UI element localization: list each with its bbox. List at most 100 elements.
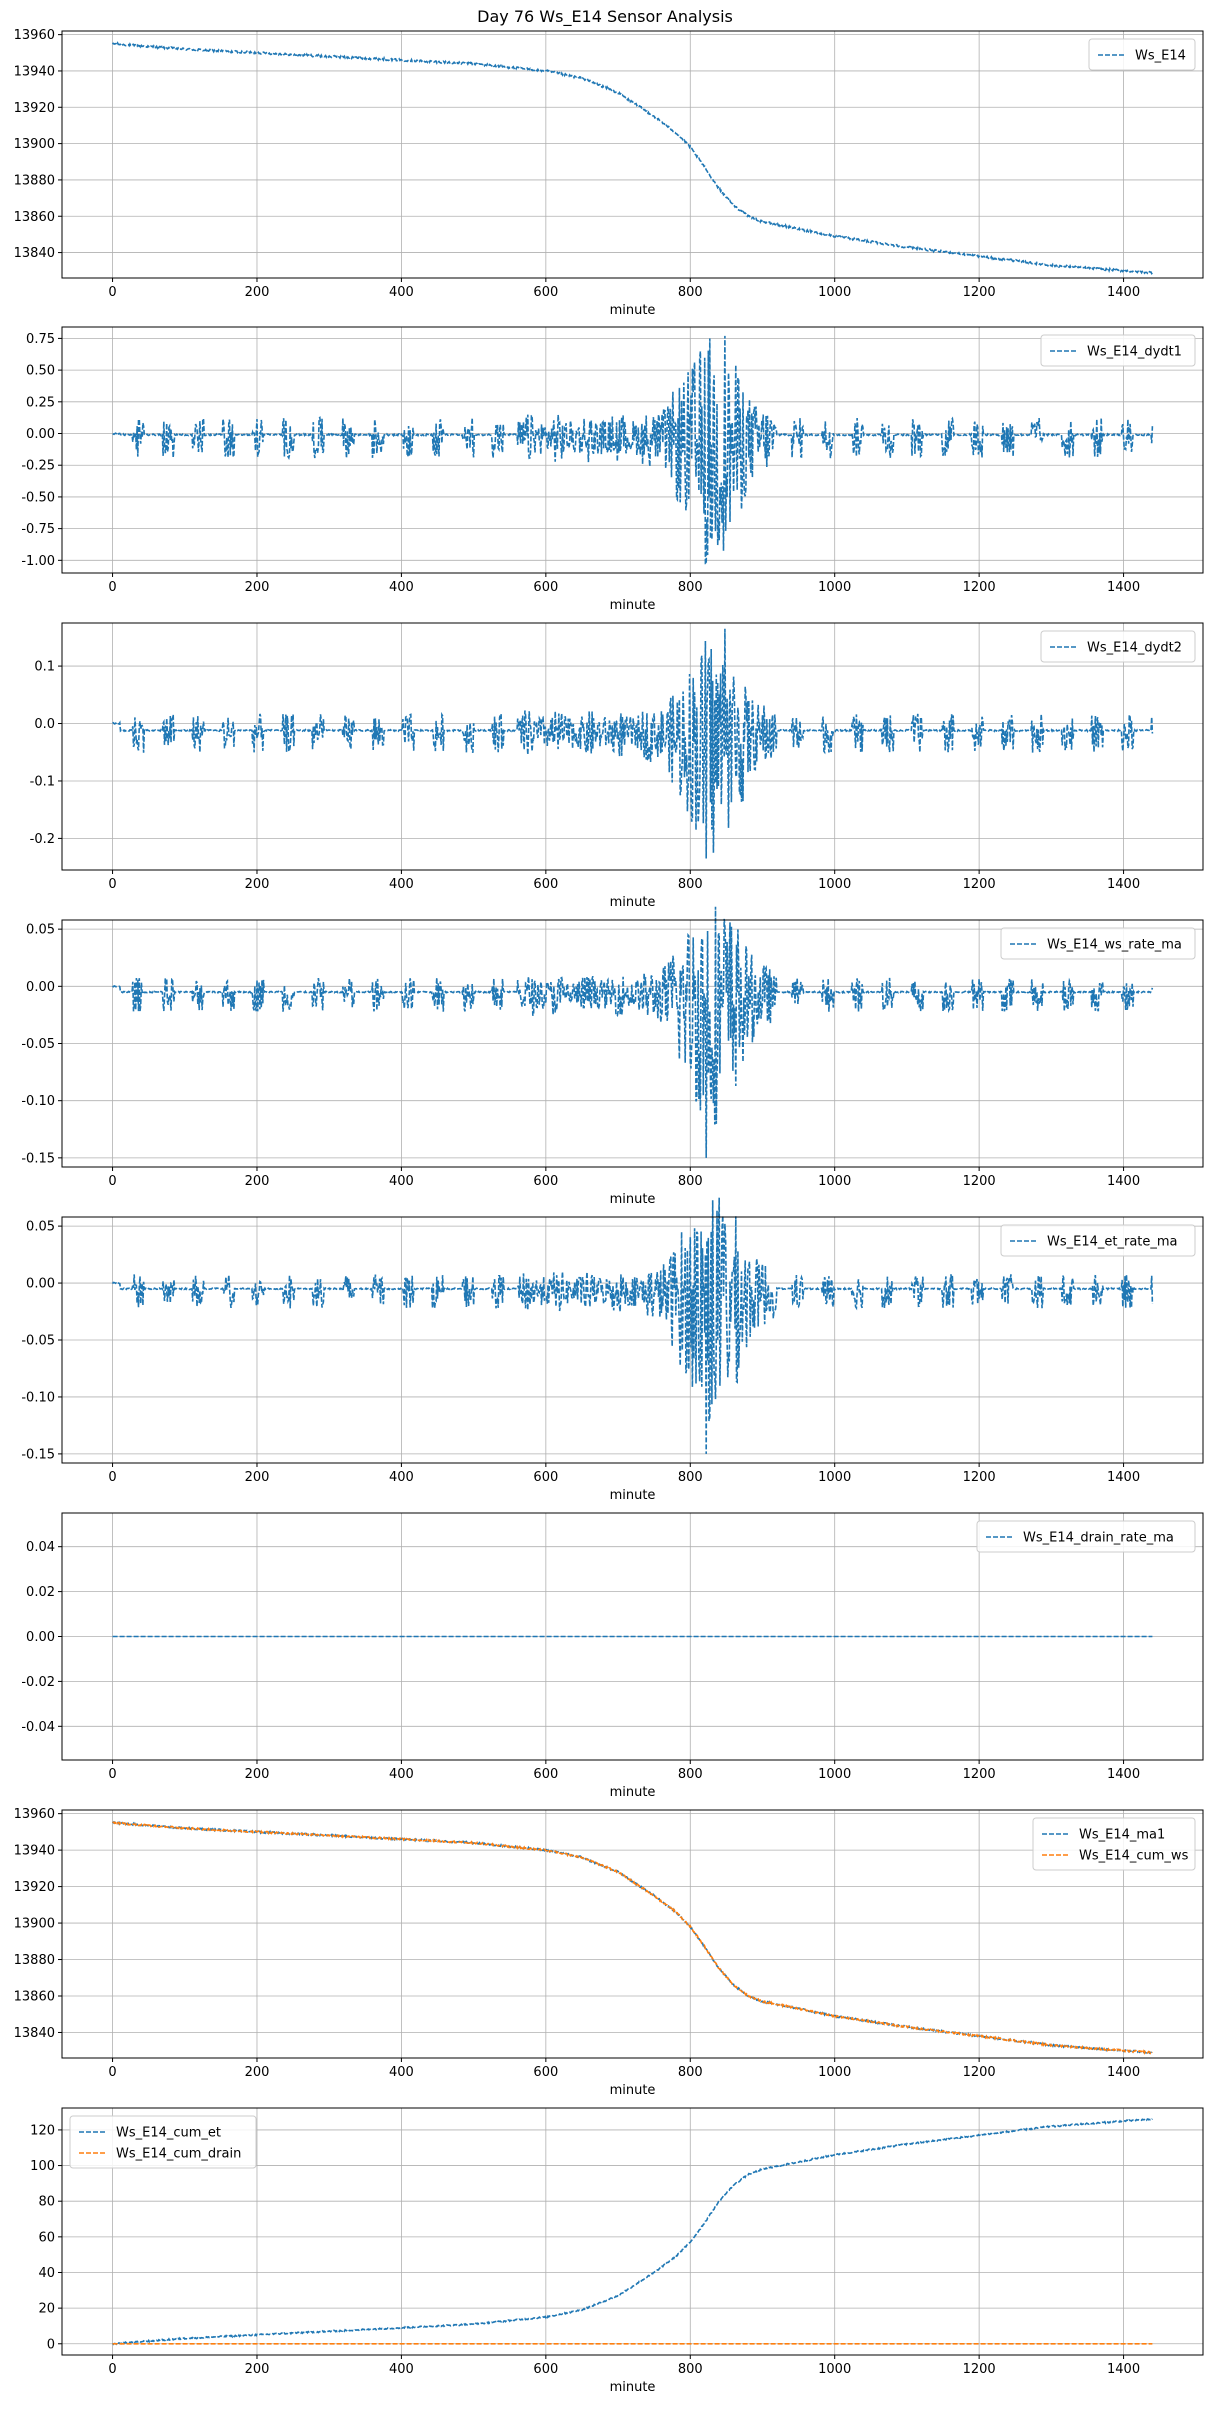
x-axis-label: minute <box>610 2380 656 2395</box>
legend-entry: Ws_E14_cum_et <box>116 2126 221 2141</box>
x-tick-label: 800 <box>678 1470 703 1485</box>
y-tick-label: -0.10 <box>21 1094 55 1109</box>
x-axis-label: minute <box>610 1488 656 1503</box>
x-axis-label: minute <box>610 895 656 910</box>
y-tick-label: 0.02 <box>26 1585 55 1600</box>
y-tick-label: 13840 <box>14 2026 55 2041</box>
grid-lines <box>62 327 1203 573</box>
x-tick-label: 1400 <box>1107 2065 1140 2080</box>
y-tick-label: 13880 <box>14 173 55 188</box>
series-line-ws-e14-dydt2 <box>112 628 1154 859</box>
x-tick-label: 1000 <box>818 2065 851 2080</box>
legend-entry: Ws_E14 <box>1135 49 1186 64</box>
x-tick-label: 0 <box>108 1470 116 1485</box>
x-tick-label: 0 <box>108 285 116 300</box>
subplot-et_rate: 0 200 400 600 800 1000 1200 1400 -0.15 -0.10 -0.05… <box>21 1197 1204 1503</box>
x-tick-label: 0 <box>108 2065 116 2080</box>
y-tick-label: -0.1 <box>30 774 55 789</box>
x-axis-label: minute <box>610 1785 656 1800</box>
x-tick-label: 600 <box>533 2362 558 2377</box>
x-tick-label: 200 <box>245 1470 270 1485</box>
x-tick-label: 1200 <box>963 877 996 892</box>
series-line-ws-e14-dydt1 <box>112 335 1154 566</box>
x-tick-label: 1000 <box>818 580 851 595</box>
x-tick-label: 1000 <box>818 285 851 300</box>
legend: Ws_E14_et_rate_ma <box>1000 1224 1196 1257</box>
y-tick-label: 100 <box>30 2159 55 2174</box>
y-tick-label: 20 <box>38 2302 55 2317</box>
y-tick-label: -0.15 <box>21 1447 55 1462</box>
x-tick-label: 1400 <box>1107 1470 1140 1485</box>
y-tick-label: -0.04 <box>21 1720 55 1735</box>
x-tick-label: 1400 <box>1107 2362 1140 2377</box>
x-tick-label: 600 <box>533 580 558 595</box>
x-tick-label: 600 <box>533 1767 558 1782</box>
legend-entry: Ws_E14_dydt1 <box>1087 345 1182 360</box>
legend-entry: Ws_E14_cum_drain <box>116 2147 241 2162</box>
series-line-ws-e14-ws-rate-ma <box>112 906 1154 1158</box>
legend-entry: Ws_E14_cum_ws <box>1079 1849 1189 1864</box>
y-tick-label: 13860 <box>14 210 55 225</box>
x-axis-label: minute <box>610 2083 656 2098</box>
legend: Ws_E14_ws_rate_ma <box>1000 927 1196 960</box>
subplots: 0 200 400 600 800 1000 1200 1400138401386013880… <box>14 28 1204 2395</box>
x-tick-label: 200 <box>245 1174 270 1189</box>
y-tick-label: 120 <box>30 2123 55 2138</box>
x-tick-label: 800 <box>678 2065 703 2080</box>
y-tick-label: 13880 <box>14 1953 55 1968</box>
x-tick-label: 1200 <box>963 580 996 595</box>
x-axis-label: minute <box>610 1192 656 1207</box>
x-tick-label: 400 <box>389 285 414 300</box>
x-tick-label: 1400 <box>1107 1767 1140 1782</box>
x-tick-label: 800 <box>678 580 703 595</box>
y-tick-label: -0.05 <box>21 1037 55 1052</box>
grid-lines <box>62 1810 1203 2058</box>
x-tick-label: 600 <box>533 877 558 892</box>
x-tick-label: 800 <box>678 2362 703 2377</box>
figure-title: Day 76 Ws_E14 Sensor Analysis <box>477 7 733 27</box>
x-tick-label: 1000 <box>818 2362 851 2377</box>
legend-box <box>1088 38 1196 71</box>
y-tick-label: -0.10 <box>21 1390 55 1405</box>
y-tick-label: 13940 <box>14 1844 55 1859</box>
x-tick-label: 400 <box>389 580 414 595</box>
y-tick-label: -0.75 <box>21 522 55 537</box>
subplot-ma1_cumws: 0 200 400 600 800 1000 1200 1400 13840 13860 13880… <box>14 1807 1204 2098</box>
y-tick-label: 80 <box>38 2195 55 2210</box>
legend-entry: Ws_E14_dydt2 <box>1087 641 1182 656</box>
y-tick-label: 0.75 <box>26 332 55 347</box>
x-tick-label: 600 <box>533 285 558 300</box>
x-tick-label: 1400 <box>1107 1174 1140 1189</box>
y-tick-label: 13860 <box>14 1990 55 2005</box>
y-tick-label: -0.25 <box>21 459 55 474</box>
x-tick-label: 400 <box>389 1470 414 1485</box>
y-tick-label: 60 <box>38 2230 55 2245</box>
y-tick-label: 13900 <box>14 1917 55 1932</box>
legend-box <box>1000 1224 1196 1257</box>
y-tick-label: 0.00 <box>26 1277 55 1292</box>
x-tick-label: 1400 <box>1107 877 1140 892</box>
x-tick-label: 400 <box>389 2362 414 2377</box>
x-tick-label: 0 <box>108 877 116 892</box>
x-tick-label: 1200 <box>963 1470 996 1485</box>
x-tick-label: 1200 <box>963 1767 996 1782</box>
legend-box <box>69 2115 257 2169</box>
x-tick-label: 1200 <box>963 285 996 300</box>
x-tick-label: 200 <box>245 2362 270 2377</box>
x-tick-label: 1000 <box>818 1174 851 1189</box>
series-line-ws-e14 <box>111 41 1153 275</box>
subplot-dydt1: 0 200 400 600 800 1000 1200 1400 -1.00 -0.75 -0.50… <box>21 326 1204 613</box>
x-tick-label: 0 <box>108 580 116 595</box>
legend-box <box>1040 334 1196 367</box>
x-tick-label: 800 <box>678 877 703 892</box>
x-tick-label: 600 <box>533 1470 558 1485</box>
subplot-drain_rate: 0 200 400 600 800 1000 1200 1400 -0.04 -0.02 0.00 0… <box>21 1512 1204 1800</box>
y-tick-label: -0.02 <box>21 1675 55 1690</box>
y-tick-label: 0.04 <box>26 1540 55 1555</box>
axes-frame <box>61 30 1204 279</box>
legend-box <box>1000 927 1196 960</box>
y-tick-label: 0.50 <box>26 364 55 379</box>
subplot-ws_rate: 0 200 400 600 800 1000 1200 1400 -0.15 -0.10 -0.05… <box>21 906 1204 1207</box>
y-tick-label: 13840 <box>14 246 55 261</box>
